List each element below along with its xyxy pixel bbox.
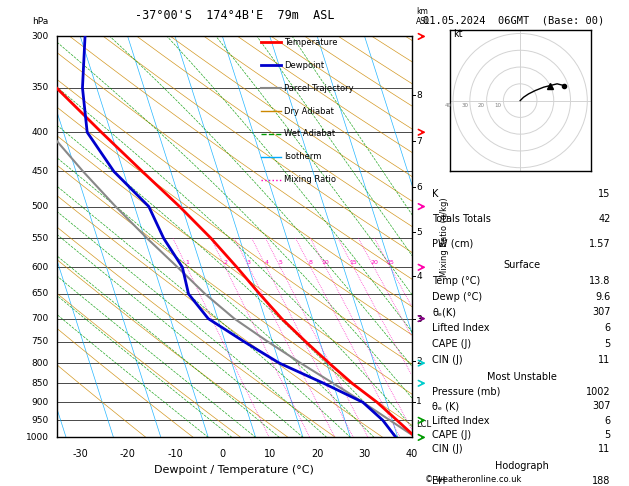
Text: 3: 3 — [416, 314, 422, 324]
Text: Totals Totals: Totals Totals — [432, 214, 491, 224]
Text: 1: 1 — [416, 397, 422, 406]
Text: θₑ(K): θₑ(K) — [432, 308, 456, 317]
Text: 40: 40 — [406, 449, 418, 459]
Text: km
ASL: km ASL — [416, 7, 430, 26]
Text: 20: 20 — [370, 260, 378, 265]
Text: CAPE (J): CAPE (J) — [432, 430, 472, 440]
Text: Surface: Surface — [503, 260, 540, 270]
Text: 01.05.2024  06GMT  (Base: 00): 01.05.2024 06GMT (Base: 00) — [423, 16, 604, 26]
Text: 15: 15 — [350, 260, 357, 265]
Text: 307: 307 — [592, 401, 611, 411]
Text: Parcel Trajectory: Parcel Trajectory — [284, 84, 353, 93]
Text: 300: 300 — [31, 32, 49, 41]
Text: Mixing Ratio: Mixing Ratio — [284, 175, 336, 184]
Text: 600: 600 — [31, 263, 49, 272]
Text: 11: 11 — [598, 444, 611, 454]
Text: PW (cm): PW (cm) — [432, 239, 474, 249]
Text: 750: 750 — [31, 337, 49, 346]
Text: 900: 900 — [31, 398, 49, 407]
Text: 10: 10 — [264, 449, 276, 459]
Text: Dewp (°C): Dewp (°C) — [432, 292, 482, 302]
Text: 11: 11 — [598, 355, 611, 365]
Text: 30: 30 — [359, 449, 370, 459]
Text: 10: 10 — [495, 103, 502, 108]
Text: 4: 4 — [264, 260, 269, 265]
Text: 20: 20 — [311, 449, 323, 459]
Text: -10: -10 — [167, 449, 183, 459]
Text: 13.8: 13.8 — [589, 276, 611, 286]
Text: 15: 15 — [598, 189, 611, 199]
Text: Dewpoint / Temperature (°C): Dewpoint / Temperature (°C) — [154, 465, 314, 475]
Text: Lifted Index: Lifted Index — [432, 323, 490, 333]
Text: 5: 5 — [604, 339, 611, 349]
Text: Lifted Index: Lifted Index — [432, 416, 490, 426]
Text: 1002: 1002 — [586, 387, 611, 397]
Text: LCL: LCL — [416, 420, 431, 429]
Text: 307: 307 — [592, 308, 611, 317]
Text: 6: 6 — [604, 323, 611, 333]
Text: Most Unstable: Most Unstable — [486, 372, 557, 382]
Text: Wet Adiabat: Wet Adiabat — [284, 129, 335, 139]
Text: 30: 30 — [461, 103, 468, 108]
Text: -20: -20 — [120, 449, 136, 459]
Text: 5: 5 — [604, 430, 611, 440]
Text: kt: kt — [453, 29, 462, 39]
Text: 20: 20 — [478, 103, 485, 108]
Text: 1.57: 1.57 — [589, 239, 611, 249]
Text: 550: 550 — [31, 234, 49, 243]
Text: Temp (°C): Temp (°C) — [432, 276, 481, 286]
Text: 500: 500 — [31, 202, 49, 211]
Text: CAPE (J): CAPE (J) — [432, 339, 472, 349]
Text: 8: 8 — [416, 91, 422, 100]
Text: Temperature: Temperature — [284, 38, 338, 47]
Text: 850: 850 — [31, 379, 49, 388]
Text: 7: 7 — [416, 137, 422, 146]
Text: 6: 6 — [604, 416, 611, 426]
Text: Mixing Ratio (g/kg): Mixing Ratio (g/kg) — [440, 197, 450, 277]
Text: 6: 6 — [416, 183, 422, 192]
Text: 4: 4 — [416, 272, 422, 280]
Text: 450: 450 — [31, 167, 49, 176]
Text: Hodograph: Hodograph — [494, 461, 548, 471]
Text: EH: EH — [432, 476, 446, 486]
Text: 0: 0 — [220, 449, 226, 459]
Text: Dry Adiabat: Dry Adiabat — [284, 106, 334, 116]
Text: 10: 10 — [321, 260, 330, 265]
Text: 1000: 1000 — [26, 433, 49, 442]
Text: 25: 25 — [386, 260, 394, 265]
Text: CIN (J): CIN (J) — [432, 444, 463, 454]
Text: 2: 2 — [223, 260, 227, 265]
Text: 2: 2 — [416, 357, 422, 365]
Text: Dewpoint: Dewpoint — [284, 61, 324, 70]
Text: -30: -30 — [72, 449, 88, 459]
Text: 3: 3 — [247, 260, 251, 265]
Text: 800: 800 — [31, 359, 49, 367]
Text: 700: 700 — [31, 314, 49, 323]
Text: 40: 40 — [445, 103, 452, 108]
Text: 5: 5 — [416, 228, 422, 237]
Text: 650: 650 — [31, 290, 49, 298]
Text: 350: 350 — [31, 83, 49, 92]
Text: © weatheronline.co.uk: © weatheronline.co.uk — [425, 474, 521, 484]
Text: 188: 188 — [592, 476, 611, 486]
Text: 5: 5 — [279, 260, 282, 265]
Text: 400: 400 — [31, 128, 49, 137]
Text: Pressure (mb): Pressure (mb) — [432, 387, 501, 397]
Text: K: K — [432, 189, 438, 199]
Text: 42: 42 — [598, 214, 611, 224]
Text: 9.6: 9.6 — [595, 292, 611, 302]
Text: -37°00'S  174°4B'E  79m  ASL: -37°00'S 174°4B'E 79m ASL — [135, 9, 334, 22]
Text: CIN (J): CIN (J) — [432, 355, 463, 365]
Text: 1: 1 — [185, 260, 189, 265]
Text: hPa: hPa — [33, 17, 49, 26]
Text: 950: 950 — [31, 416, 49, 425]
Text: 8: 8 — [309, 260, 313, 265]
Text: Isotherm: Isotherm — [284, 152, 321, 161]
Text: θₑ (K): θₑ (K) — [432, 401, 459, 411]
